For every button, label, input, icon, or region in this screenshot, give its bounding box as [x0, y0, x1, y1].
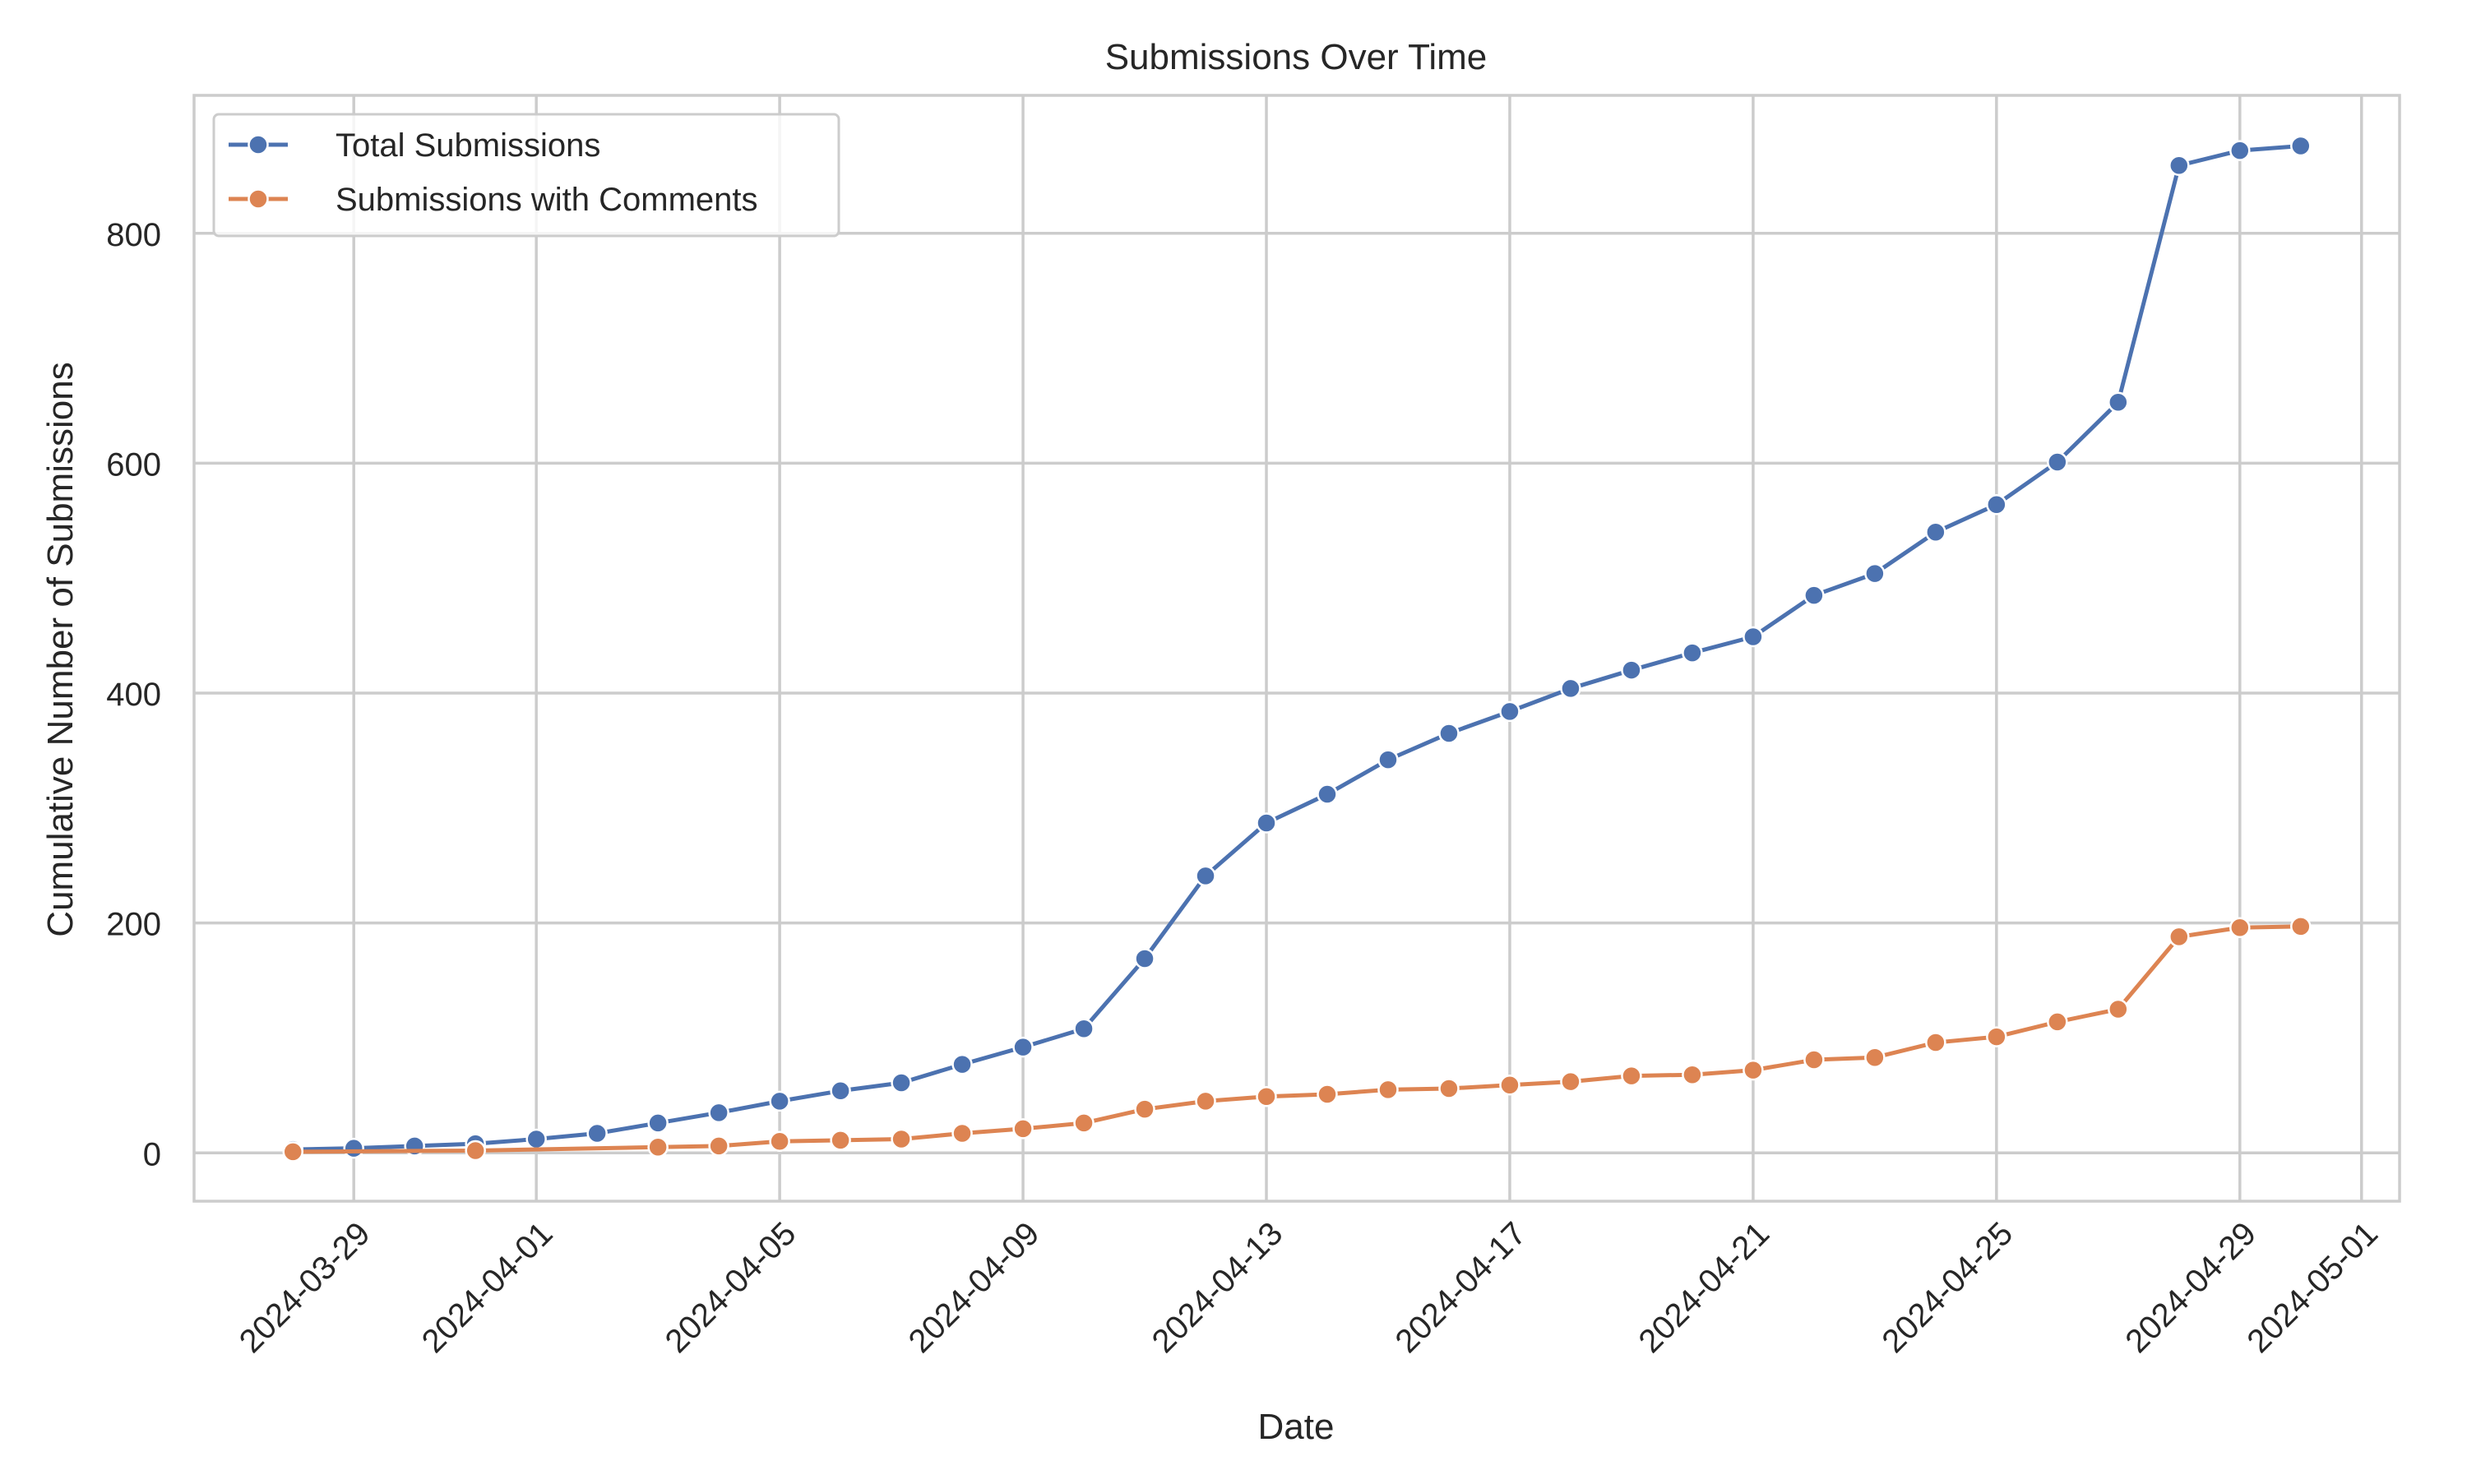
x-tick-label: 2024-03-29 [233, 1215, 377, 1360]
data-point-marker [1438, 1078, 1460, 1099]
data-point-marker [647, 1136, 669, 1158]
data-point-marker [1986, 1026, 2007, 1047]
data-point-marker [647, 1112, 669, 1134]
data-point-marker [1621, 659, 1642, 681]
data-point-marker [1256, 812, 1277, 834]
data-point-marker [2229, 140, 2251, 161]
data-point-marker [2168, 155, 2190, 177]
data-point-marker [1438, 723, 1460, 744]
data-point-marker [1682, 642, 1703, 663]
data-point-marker [1743, 1059, 1764, 1081]
x-tick-label: 2024-04-17 [1389, 1215, 1534, 1360]
y-axis-label: Cumulative Number of Submissions [40, 362, 81, 936]
data-point-marker [1012, 1036, 1034, 1058]
data-point-marker [1195, 865, 1216, 887]
data-point-marker [282, 1141, 303, 1163]
data-point-marker [769, 1090, 790, 1112]
y-tick-label: 200 [106, 907, 161, 943]
legend-marker-icon [248, 188, 269, 210]
x-tick-label: 2024-04-25 [1875, 1215, 2020, 1360]
data-point-marker [525, 1128, 547, 1150]
data-point-marker [708, 1102, 729, 1124]
data-point-marker [1317, 784, 1338, 805]
data-point-marker [2108, 998, 2129, 1020]
series-line [293, 144, 2301, 1152]
data-point-marker [343, 1137, 364, 1159]
plot-series [282, 135, 2312, 1163]
x-tick-label: 2024-04-05 [659, 1215, 803, 1360]
x-tick-label: 2024-04-09 [902, 1215, 1047, 1360]
x-axis-ticks: 2024-03-29 2024-04-01 2024-04-05 2024-04-09… [233, 1215, 2385, 1360]
legend-item: Total Submissions [229, 127, 600, 164]
legend-item: Submissions with Comments [229, 182, 758, 218]
data-point-marker [1317, 1084, 1338, 1105]
series-submissions-with-comments [282, 916, 2312, 1163]
data-point-marker [1499, 700, 1520, 723]
data-point-marker [891, 1128, 912, 1150]
data-point-marker [1864, 562, 1886, 585]
legend-label: Submissions with Comments [336, 182, 758, 218]
data-point-marker [891, 1072, 912, 1093]
data-point-marker [1621, 1065, 1642, 1087]
data-point-marker [830, 1080, 851, 1102]
chart-title: Submissions Over Time [1105, 37, 1488, 77]
legend: Total Submissions Submissions with Commen… [212, 113, 840, 238]
data-point-marker [1377, 749, 1399, 770]
x-axis-label: Date [1258, 1407, 1335, 1447]
data-point-marker [2229, 917, 2251, 938]
data-point-marker [2168, 926, 2190, 948]
data-point-marker [2108, 391, 2129, 414]
data-point-marker [951, 1053, 973, 1075]
data-point-marker [1560, 1070, 1581, 1093]
data-point-marker [1743, 626, 1764, 648]
data-point-marker [1925, 521, 1946, 543]
data-point-marker [1134, 1098, 1155, 1120]
data-point-marker [1925, 1032, 1946, 1053]
x-tick-label: 2024-04-13 [1146, 1215, 1290, 1360]
data-point-marker [1499, 1075, 1520, 1096]
legend-box [212, 113, 840, 238]
data-point-marker [1073, 1018, 1095, 1040]
data-point-marker [951, 1122, 973, 1144]
data-point-marker [1986, 493, 2007, 515]
data-point-marker [708, 1135, 729, 1157]
data-point-marker [1256, 1086, 1277, 1107]
data-point-marker [465, 1140, 486, 1162]
data-point-marker [1560, 677, 1581, 700]
x-tick-label: 2024-04-21 [1632, 1215, 1776, 1360]
legend-label: Total Submissions [336, 127, 600, 164]
y-tick-label: 0 [143, 1136, 161, 1172]
data-point-marker [1803, 1049, 1825, 1070]
data-point-marker [769, 1130, 790, 1153]
data-point-marker [1864, 1047, 1886, 1068]
data-point-marker [1195, 1090, 1216, 1112]
data-point-marker [1134, 948, 1155, 969]
data-point-marker [2290, 135, 2312, 157]
data-point-marker [830, 1130, 851, 1151]
y-tick-label: 400 [106, 677, 161, 713]
data-point-marker [1377, 1079, 1399, 1101]
data-point-marker [1682, 1064, 1703, 1085]
y-axis-ticks: 0 200 400 600 800 [106, 217, 161, 1173]
x-tick-label: 2024-04-01 [415, 1215, 560, 1360]
y-tick-label: 800 [106, 217, 161, 253]
plot-frame [192, 94, 2401, 1203]
legend-marker-icon [248, 134, 269, 155]
series-total-submissions [282, 135, 2312, 1160]
data-point-marker [1012, 1118, 1034, 1140]
data-point-marker [586, 1122, 608, 1144]
data-point-marker [2047, 1011, 2068, 1033]
data-point-marker [1803, 585, 1825, 606]
data-point-marker [1073, 1112, 1095, 1134]
x-tick-label: 2024-05-01 [2240, 1215, 2385, 1360]
data-point-marker [2290, 916, 2312, 937]
data-point-marker [2047, 451, 2068, 473]
y-tick-label: 600 [106, 446, 161, 483]
grid-lines [194, 95, 2400, 1201]
x-tick-label: 2024-04-29 [2118, 1215, 2263, 1360]
